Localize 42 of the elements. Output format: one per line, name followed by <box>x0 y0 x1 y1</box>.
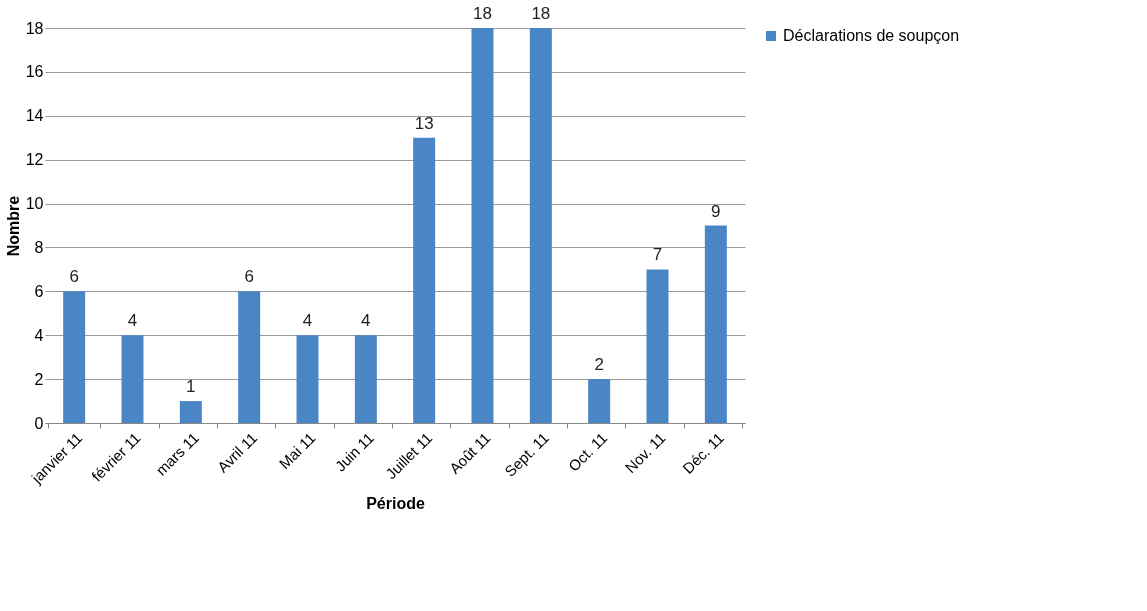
y-tick-label: 16 <box>25 63 44 81</box>
y-tick-label: 6 <box>34 282 44 300</box>
data-label: 4 <box>127 311 138 331</box>
y-tick-label: 12 <box>25 151 44 169</box>
bar <box>121 335 144 423</box>
legend-label: Déclarations de soupçon <box>783 27 960 44</box>
y-tick-label: 2 <box>34 370 44 388</box>
y-tick-label: 0 <box>34 414 44 432</box>
bar <box>704 225 727 423</box>
x-tick-label: Nov. 11 <box>621 429 669 477</box>
data-label: 6 <box>244 267 254 287</box>
data-label: 2 <box>594 355 604 375</box>
y-tick-label: 4 <box>34 326 44 344</box>
y-tick-label: 8 <box>34 238 44 256</box>
bar <box>471 28 494 423</box>
bar <box>296 335 319 423</box>
bar <box>354 335 377 423</box>
y-tick-label: 14 <box>25 107 44 125</box>
x-tick-label: Oct. 11 <box>564 429 611 475</box>
data-label: 6 <box>69 267 79 287</box>
x-tick-label: Mai 11 <box>275 429 319 473</box>
y-tick-label: 10 <box>25 195 44 213</box>
bar <box>413 137 436 423</box>
bar <box>63 291 86 423</box>
data-label: 9 <box>711 201 721 221</box>
y-tick-label: 18 <box>25 19 44 37</box>
data-label: 4 <box>361 311 371 331</box>
data-label: 18 <box>531 4 551 23</box>
bar <box>179 401 202 423</box>
bar <box>529 28 552 423</box>
bar <box>238 291 261 423</box>
x-tick-label: Déc. 11 <box>679 429 727 477</box>
bar <box>588 379 611 423</box>
data-label: 4 <box>302 311 313 331</box>
data-label: 18 <box>473 4 492 23</box>
y-axis-title: Nombre <box>4 195 22 257</box>
bar <box>646 269 669 423</box>
data-label: 1 <box>186 377 196 397</box>
data-label: 13 <box>414 113 434 133</box>
x-axis-title: Période <box>366 495 425 513</box>
x-tick-label: Juin 11 <box>331 429 377 475</box>
data-label: 7 <box>652 245 663 265</box>
